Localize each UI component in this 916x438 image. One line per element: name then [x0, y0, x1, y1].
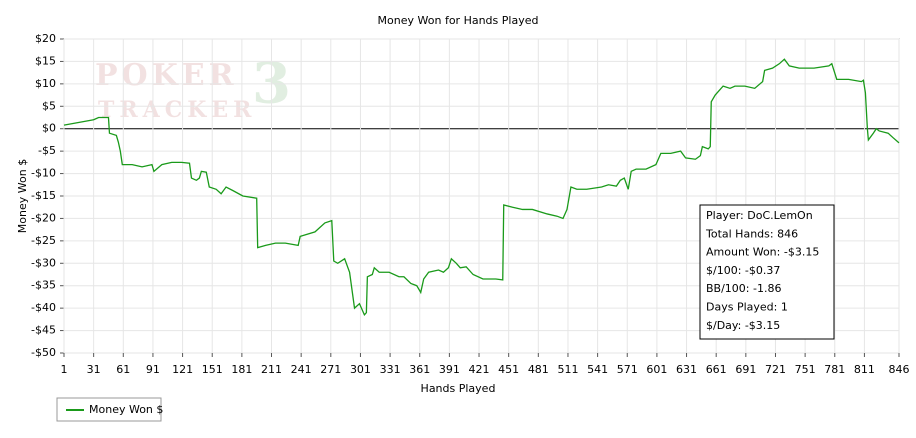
y-axis-label: Money Won $: [16, 159, 29, 233]
x-tick-label: 481: [528, 363, 549, 376]
watermark-text: POKER: [95, 58, 238, 93]
y-tick-label: -$15: [31, 189, 56, 202]
legend-label: Money Won $: [89, 403, 163, 416]
y-tick-label: -$20: [31, 211, 56, 224]
x-tick-label: 361: [409, 363, 430, 376]
x-tick-label: 661: [706, 363, 727, 376]
legend-box: [56, 397, 162, 422]
x-tick-label: 121: [172, 363, 193, 376]
stats-text: Amount Won: -$3.15: [706, 246, 819, 259]
stats-text: Player: DoC.LemOn: [706, 209, 813, 222]
x-tick-label: 811: [854, 363, 875, 376]
y-tick-label: $5: [42, 99, 56, 112]
y-tick-label: -$35: [31, 279, 56, 292]
y-tick-label: -$5: [38, 144, 56, 157]
y-tick-label: $20: [35, 32, 56, 45]
stats-text: $/100: -$0.37: [706, 264, 780, 277]
x-tick-label: 631: [676, 363, 697, 376]
x-tick-label: 91: [146, 363, 160, 376]
chart-title: Money Won for Hands Played: [378, 14, 539, 27]
x-tick-label: 601: [646, 363, 667, 376]
y-tick-label: -$30: [31, 256, 56, 269]
stats-text: $/Day: -$3.15: [706, 319, 780, 332]
y-tick-label: -$10: [31, 167, 56, 180]
stats-text: Total Hands: 846: [705, 227, 798, 240]
y-tick-label: -$25: [31, 234, 56, 247]
y-tick-label: $0: [42, 122, 56, 135]
line-series: [63, 58, 900, 317]
watermark-text: TRACKER: [98, 97, 256, 123]
x-tick-label: 31: [87, 363, 101, 376]
x-tick-label: 1: [61, 363, 68, 376]
x-axis-label: Hands Played: [421, 382, 496, 395]
x-tick-label: 211: [261, 363, 282, 376]
y-tick-label: $10: [35, 77, 56, 90]
x-tick-label: 511: [557, 363, 578, 376]
x-tick-label: 391: [439, 363, 460, 376]
y-tick-label: -$40: [31, 301, 56, 314]
x-tick-label: 61: [116, 363, 130, 376]
x-tick-label: 181: [231, 363, 252, 376]
x-tick-label: 781: [824, 363, 845, 376]
y-tick-label: -$50: [31, 346, 56, 359]
x-tick-label: 331: [380, 363, 401, 376]
x-tick-label: 721: [765, 363, 786, 376]
x-tick-label: 271: [320, 363, 341, 376]
x-tick-label: 421: [469, 363, 490, 376]
x-tick-label: 451: [498, 363, 519, 376]
x-tick-label: 751: [795, 363, 816, 376]
x-tick-label: 541: [587, 363, 608, 376]
y-tick-label: $15: [35, 54, 56, 67]
stats-box: [699, 204, 835, 340]
x-tick-label: 846: [889, 363, 910, 376]
x-tick-label: 571: [617, 363, 638, 376]
stats-text: Days Played: 1: [706, 301, 788, 314]
x-tick-label: 691: [735, 363, 756, 376]
x-tick-label: 241: [291, 363, 312, 376]
stats-text: BB/100: -1.86: [706, 282, 781, 295]
x-tick-label: 151: [202, 363, 223, 376]
x-tick-label: 301: [350, 363, 371, 376]
y-tick-label: -$45: [31, 324, 56, 337]
